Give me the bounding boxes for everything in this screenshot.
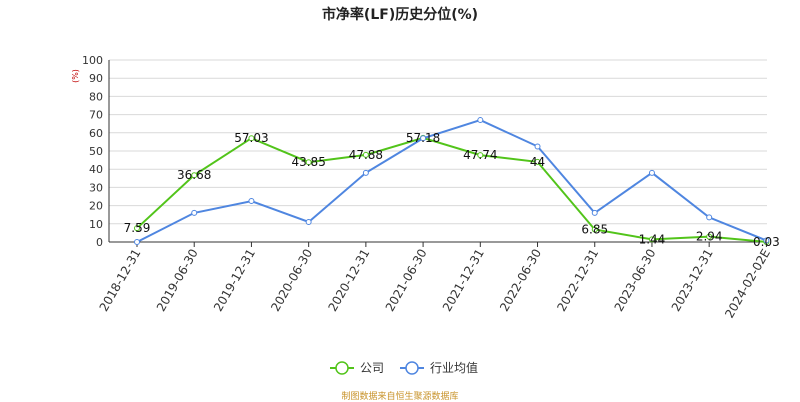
y-tick-label: 60 xyxy=(89,127,103,140)
x-tick-label: 2021-12-31 xyxy=(440,247,487,314)
data-label: 6.85 xyxy=(581,223,608,237)
data-point-series-2 xyxy=(648,169,655,176)
x-tick-label: 2020-12-31 xyxy=(325,247,372,314)
data-point-series-1 xyxy=(305,159,312,166)
data-label: 47.88 xyxy=(349,148,383,162)
x-tick-label: 2020-06-30 xyxy=(268,247,315,314)
x-tick-label: 2021-06-30 xyxy=(383,247,430,314)
data-label: 0.03 xyxy=(753,235,780,249)
data-point-series-1 xyxy=(477,152,484,159)
data-point-series-2 xyxy=(763,237,770,244)
data-label: 43.85 xyxy=(291,155,325,169)
data-point-series-2 xyxy=(420,135,427,142)
data-point-series-1 xyxy=(191,172,198,179)
legend-label: 公司 xyxy=(360,361,384,375)
chart-title: 市净率(LF)历史分位(%) xyxy=(321,7,479,23)
series-line-1 xyxy=(136,136,767,243)
data-point-series-1 xyxy=(591,226,598,233)
data-point-series-1 xyxy=(248,135,255,142)
x-tick-label: 2024-02-02E xyxy=(722,247,773,321)
data-label: 36.68 xyxy=(177,168,211,182)
data-point-series-2 xyxy=(706,214,713,221)
x-tick-label: 2019-12-31 xyxy=(211,247,258,314)
data-point-series-2 xyxy=(134,239,140,245)
y-tick-label: 100 xyxy=(82,54,103,67)
x-tick-label: 2022-12-31 xyxy=(554,247,601,314)
data-label: 44 xyxy=(530,155,545,169)
x-tick-label: 2019-06-30 xyxy=(154,247,201,314)
y-tick-label: 80 xyxy=(89,90,103,103)
data-point-series-2 xyxy=(305,218,312,225)
y-tick-label: 0 xyxy=(96,236,103,249)
y-tick-label: 50 xyxy=(89,145,103,158)
x-tick-label: 2023-12-31 xyxy=(669,247,716,314)
data-point-series-2 xyxy=(591,209,598,216)
data-label: 7.59 xyxy=(124,221,151,235)
y-tick-label: 40 xyxy=(89,163,103,176)
y-tick-label: 20 xyxy=(89,200,103,213)
data-source-note: 制图数据来自恒生聚源数据库 xyxy=(341,392,459,402)
data-label: 47.74 xyxy=(463,148,497,162)
x-tick-label: 2023-06-30 xyxy=(612,247,659,314)
y-tick-label: 30 xyxy=(89,181,103,194)
data-label: 57.18 xyxy=(406,131,440,145)
data-point-series-2 xyxy=(477,117,484,124)
data-label: 57.03 xyxy=(234,131,268,145)
series-line-2 xyxy=(136,119,767,243)
y-tick-label: 70 xyxy=(89,109,103,122)
y-axis-unit-label: (%) xyxy=(71,69,80,83)
data-label: 2.94 xyxy=(696,230,723,244)
x-tick-label: 2022-06-30 xyxy=(497,247,544,314)
data-point-series-1 xyxy=(534,158,541,165)
legend-marker-1 xyxy=(335,361,349,375)
data-point-series-1 xyxy=(134,225,140,232)
data-point-series-1 xyxy=(362,151,369,158)
data-point-series-1 xyxy=(648,236,655,243)
x-tick-label: 2018-12-31 xyxy=(97,247,144,314)
data-point-series-2 xyxy=(534,143,541,150)
data-point-series-2 xyxy=(362,169,369,176)
data-point-series-2 xyxy=(248,198,255,205)
data-label: 1.44 xyxy=(639,232,666,246)
data-point-series-2 xyxy=(191,209,198,216)
y-tick-label: 10 xyxy=(89,218,103,231)
legend-marker-2 xyxy=(405,361,419,375)
y-tick-label: 90 xyxy=(89,72,103,85)
legend-label: 行业均值 xyxy=(430,360,478,375)
data-point-series-1 xyxy=(706,233,713,240)
